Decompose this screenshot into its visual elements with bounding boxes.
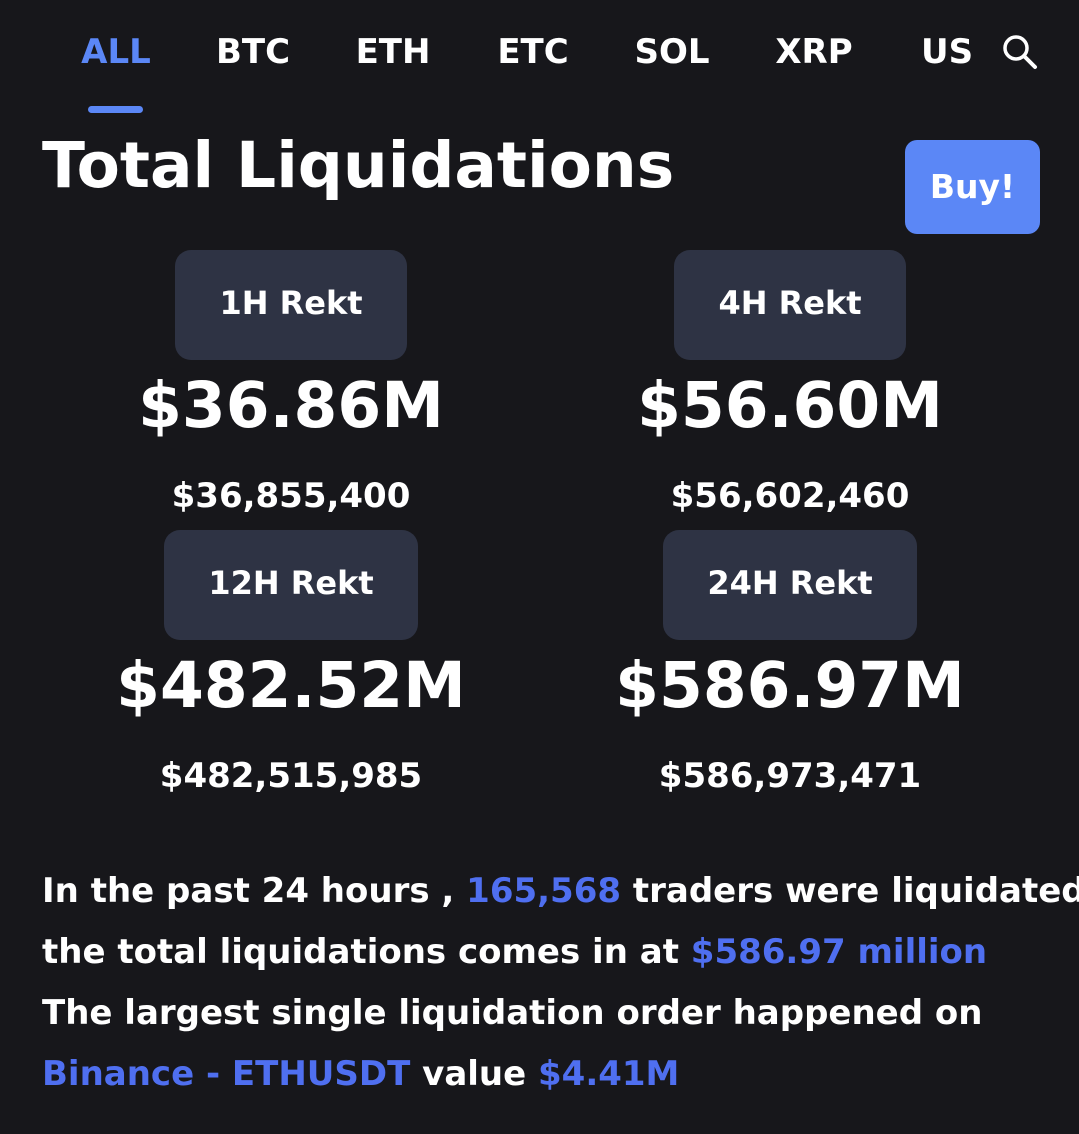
- summary-line-2: the total liquidations comes in at $586.…: [42, 922, 1042, 983]
- coin-tab-bar: ALL BTC ETH ETC SOL XRP USDC: [0, 0, 1079, 120]
- tab-usdc[interactable]: USDC: [921, 32, 972, 72]
- search-button[interactable]: [998, 30, 1042, 74]
- total-liquidation-amount: $586.97 million: [690, 932, 988, 972]
- trader-count: 165,568: [466, 871, 622, 911]
- tab-sol[interactable]: SOL: [634, 32, 710, 72]
- active-tab-indicator: [88, 106, 143, 113]
- summary-line-4: Binance - ETHUSDT value $4.41M: [42, 1044, 1042, 1105]
- period-chip-1h[interactable]: 1H Rekt: [175, 250, 407, 360]
- tab-btc[interactable]: BTC: [215, 32, 291, 72]
- largest-order-value: $4.41M: [538, 1054, 680, 1094]
- stat-4h: 4H Rekt $56.60M $56,602,460: [550, 250, 1030, 516]
- tab-usdc-clipped: USDC: [918, 30, 972, 74]
- search-icon: [1003, 35, 1037, 69]
- tab-eth[interactable]: ETH: [355, 32, 431, 72]
- summary-line-3: The largest single liquidation order hap…: [42, 993, 983, 1033]
- summary-text: the total liquidations comes in at: [42, 932, 691, 972]
- summary-text: In the past 24 hours ,: [42, 871, 467, 911]
- liquidation-exact-4h: $56,602,460: [670, 476, 910, 516]
- buy-button[interactable]: Buy!: [905, 140, 1040, 234]
- liquidation-total-1h: $36.86M: [138, 369, 444, 442]
- period-chip-12h[interactable]: 12H Rekt: [164, 530, 418, 640]
- summary-text: value: [410, 1054, 539, 1094]
- liquidation-exact-12h: $482,515,985: [159, 756, 423, 796]
- period-chip-24h[interactable]: 24H Rekt: [663, 530, 917, 640]
- stat-12h: 12H Rekt $482.52M $482,515,985: [51, 530, 531, 796]
- tab-xrp[interactable]: XRP: [775, 32, 853, 72]
- exchange-pair-link[interactable]: Binance - ETHUSDT: [42, 1054, 411, 1094]
- liquidation-exact-1h: $36,855,400: [171, 476, 411, 516]
- stat-24h: 24H Rekt $586.97M $586,973,471: [550, 530, 1030, 796]
- summary-text: traders were liquidated ,: [621, 871, 1079, 911]
- liquidation-total-4h: $56.60M: [637, 369, 943, 442]
- liquidation-total-12h: $482.52M: [116, 649, 466, 722]
- summary-line-1: In the past 24 hours , 165,568 traders w…: [42, 861, 1079, 922]
- page-title: Total Liquidations: [42, 129, 675, 202]
- stat-1h: 1H Rekt $36.86M $36,855,400: [51, 250, 531, 516]
- liquidation-exact-24h: $586,973,471: [658, 756, 922, 796]
- tab-all[interactable]: ALL: [81, 32, 151, 72]
- period-chip-4h[interactable]: 4H Rekt: [674, 250, 906, 360]
- tab-etc[interactable]: ETC: [497, 32, 569, 72]
- liquidation-summary: In the past 24 hours , 165,568 traders w…: [42, 861, 1079, 1105]
- liquidation-total-24h: $586.97M: [615, 649, 965, 722]
